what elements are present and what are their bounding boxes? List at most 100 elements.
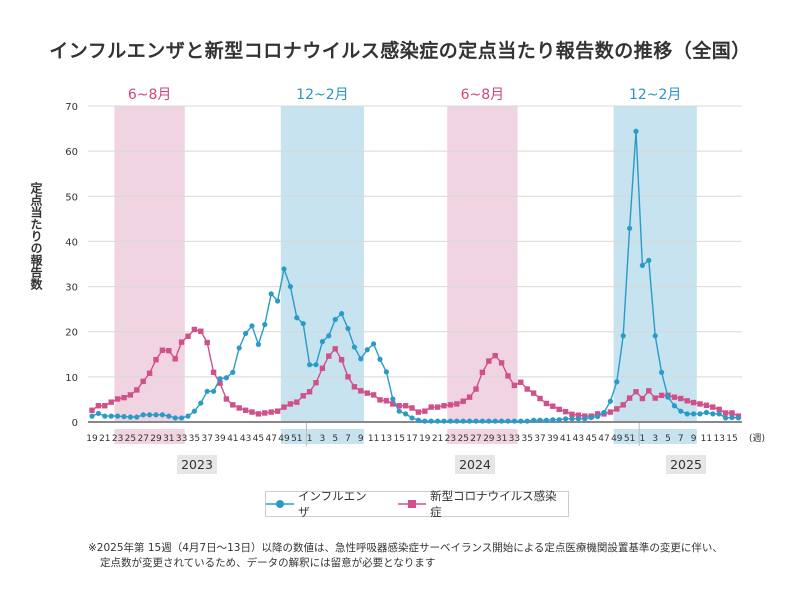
data-point — [639, 395, 646, 402]
data-point — [108, 399, 114, 405]
x-tick-label: 11 — [701, 434, 712, 444]
data-point — [409, 405, 415, 411]
data-point — [249, 323, 255, 329]
data-point — [563, 416, 569, 422]
data-point — [671, 394, 678, 400]
data-point — [255, 411, 262, 417]
data-point — [249, 409, 255, 415]
data-point — [319, 339, 325, 345]
band-summer — [447, 106, 518, 422]
data-point — [179, 415, 185, 421]
x-tick-label: 15 — [726, 434, 737, 444]
data-point — [307, 362, 313, 368]
data-point — [479, 369, 486, 376]
x-tick-label: 1 — [640, 434, 646, 444]
x-tick-label: 3 — [320, 434, 326, 444]
x-tick-label: 27 — [137, 434, 148, 444]
data-point — [281, 266, 287, 272]
footnote-line-2: 定点数が変更されているため、データの解釈には留意が必要となります — [100, 557, 436, 569]
data-point — [351, 384, 358, 390]
x-tick-label: 41 — [227, 434, 238, 444]
data-point — [524, 386, 530, 392]
x-tick-label: 39 — [547, 434, 559, 444]
legend: インフルエンザ 新型コロナウイルス感染症 — [265, 488, 569, 520]
data-point — [684, 398, 690, 404]
y-tick-label: 30 — [65, 283, 78, 294]
data-point — [428, 404, 434, 410]
x-tick-label: 47 — [265, 434, 276, 444]
data-point — [671, 403, 678, 409]
data-point — [364, 390, 370, 396]
data-point — [505, 418, 511, 424]
band-label: 6~8月 — [461, 87, 505, 103]
data-point — [460, 418, 466, 424]
data-point — [345, 325, 351, 332]
data-point — [627, 225, 633, 231]
data-point — [447, 402, 454, 408]
legend-influenza-marker-icon — [266, 500, 294, 508]
x-tick-label: 43 — [240, 434, 251, 444]
data-point — [390, 396, 396, 402]
band-tick-bg-summer — [447, 429, 518, 444]
legend-item-influenza: インフルエンザ — [266, 488, 378, 520]
data-point — [95, 403, 102, 409]
data-point — [383, 369, 389, 375]
y-axis-label: 定点当たりの報告数 — [29, 182, 43, 290]
chart-title: インフルエンザと新型コロナウイルス感染症の定点当たり報告数の推移（全国） — [49, 40, 751, 62]
x-tick-label: 49 — [278, 434, 290, 444]
data-point — [729, 410, 735, 416]
data-point — [102, 403, 108, 409]
data-point — [236, 405, 242, 411]
x-tick-label: 5 — [665, 434, 671, 444]
x-tick-label: 23 — [445, 434, 456, 444]
data-point — [530, 390, 537, 396]
data-point — [223, 375, 229, 381]
data-point — [300, 393, 306, 399]
data-point — [633, 128, 639, 134]
x-tick-label: 7 — [345, 434, 351, 444]
data-point — [358, 388, 364, 394]
data-point — [614, 379, 620, 385]
band-label: 12~2月 — [629, 87, 681, 103]
x-tick-label: 51 — [291, 434, 302, 444]
data-point — [556, 417, 562, 423]
data-point — [223, 396, 230, 402]
band-tick-bg-winter — [280, 429, 364, 444]
y-tick-label: 60 — [65, 147, 78, 158]
data-point — [691, 411, 697, 417]
x-tick-label: 35 — [189, 434, 200, 444]
data-point — [390, 401, 396, 407]
data-point — [422, 408, 428, 414]
legend-label-covid: 新型コロナウイルス感染症 — [430, 489, 557, 519]
data-point — [274, 408, 281, 414]
x-tick-label: 33 — [176, 434, 187, 444]
data-point — [185, 413, 191, 419]
data-point — [127, 392, 134, 398]
data-point — [658, 392, 665, 399]
data-point — [569, 416, 575, 422]
data-point — [396, 408, 402, 414]
data-point — [294, 315, 300, 321]
y-tick-label: 40 — [65, 237, 78, 248]
data-point — [89, 413, 95, 419]
data-point — [185, 333, 191, 339]
data-point — [665, 394, 671, 400]
data-point — [441, 403, 447, 409]
x-tick-label: 5 — [332, 434, 338, 444]
x-tick-label: 31 — [496, 434, 507, 444]
footnote: ※2025年第 15週（4月7日～13日）以降の数値は、急性呼吸器感染症サーベイ… — [88, 541, 723, 571]
data-point — [230, 402, 236, 408]
data-point — [351, 344, 357, 350]
data-point — [370, 392, 377, 398]
data-point — [262, 410, 268, 416]
band-summer — [114, 106, 185, 422]
data-point — [326, 333, 332, 339]
data-point — [441, 418, 447, 424]
data-point — [255, 341, 261, 347]
series-covid — [89, 326, 742, 419]
data-point — [313, 380, 319, 386]
band-tick-bg-winter — [613, 429, 697, 444]
data-point — [319, 365, 326, 371]
data-point — [620, 402, 626, 408]
data-point — [383, 398, 390, 404]
